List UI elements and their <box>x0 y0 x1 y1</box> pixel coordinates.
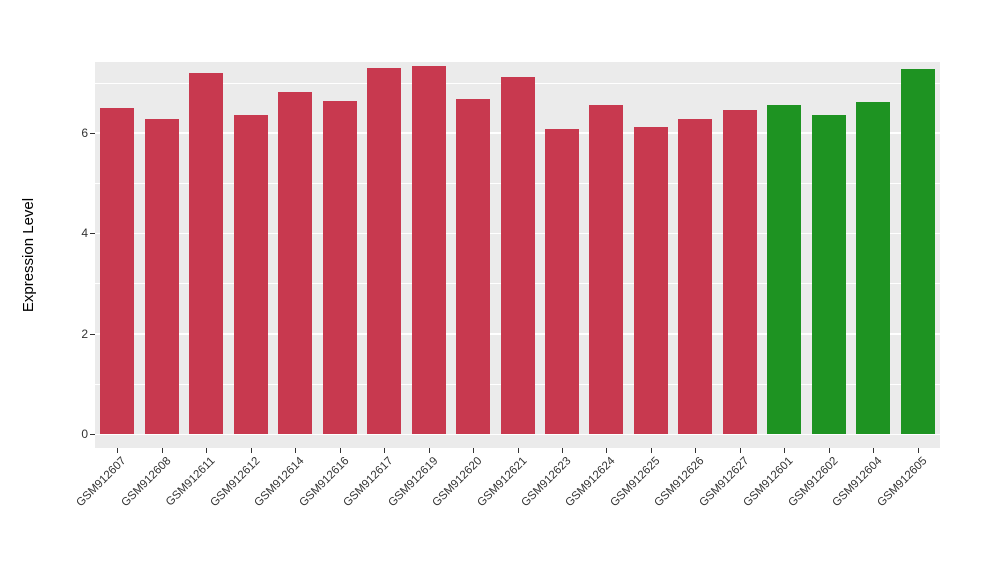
x-tick-label-GSM912619: GSM912619 <box>385 455 441 510</box>
x-tick-label-GSM912616: GSM912616 <box>296 455 352 510</box>
x-tick-mark <box>561 448 563 453</box>
x-tick-label-GSM912626: GSM912626 <box>652 455 707 510</box>
bar-GSM912617 <box>367 67 402 434</box>
gridline-major <box>95 433 940 435</box>
bar-GSM912616 <box>322 101 357 434</box>
x-tick-label-GSM912620: GSM912620 <box>430 455 485 510</box>
bar-GSM912621 <box>500 76 535 434</box>
x-tick-mark <box>917 448 919 453</box>
bar-GSM912620 <box>456 99 491 434</box>
x-tick-mark <box>695 448 697 453</box>
x-tick-mark <box>295 448 297 453</box>
bar-GSM912602 <box>811 115 846 434</box>
x-tick-mark <box>206 448 208 453</box>
x-tick-mark <box>517 448 519 453</box>
x-tick-mark <box>650 448 652 453</box>
x-tick-mark <box>606 448 608 453</box>
bar-GSM912604 <box>856 101 891 434</box>
x-tick-mark <box>250 448 252 453</box>
x-tick-label-GSM912601: GSM912601 <box>741 455 796 510</box>
x-tick-mark <box>739 448 741 453</box>
x-tick-mark <box>873 448 875 453</box>
y-tick-mark <box>90 132 95 134</box>
x-tick-label-GSM912611: GSM912611 <box>164 455 218 509</box>
x-tick-mark <box>117 448 119 453</box>
y-axis-title: Expression Level <box>20 197 37 313</box>
y-tick-label: 0 <box>81 427 88 441</box>
bar-GSM912601 <box>767 105 802 434</box>
x-tick-mark <box>384 448 386 453</box>
x-tick-label-GSM912617: GSM912617 <box>341 455 396 510</box>
bar-GSM912626 <box>678 119 713 434</box>
plot-panel <box>95 62 940 448</box>
x-tick-label-GSM912621: GSM912621 <box>474 455 529 510</box>
x-tick-label-GSM912608: GSM912608 <box>119 455 174 510</box>
bar-GSM912627 <box>722 110 757 434</box>
y-tick-mark <box>90 233 95 235</box>
y-tick-label: 4 <box>81 226 88 241</box>
x-tick-mark <box>339 448 341 453</box>
x-tick-label-GSM912612: GSM912612 <box>207 455 263 510</box>
bar-GSM912608 <box>144 119 179 434</box>
x-tick-mark <box>784 448 786 453</box>
bar-GSM912614 <box>278 91 313 434</box>
bar-GSM912607 <box>100 107 135 434</box>
x-tick-mark <box>428 448 430 453</box>
x-tick-label-GSM912602: GSM912602 <box>786 455 841 510</box>
bar-GSM912611 <box>189 72 224 434</box>
bar-GSM912623 <box>544 129 579 434</box>
bar-GSM912625 <box>633 126 668 434</box>
x-tick-label-GSM912627: GSM912627 <box>697 455 752 510</box>
x-tick-label-GSM912625: GSM912625 <box>608 455 663 510</box>
x-tick-mark <box>161 448 163 453</box>
bar-GSM912605 <box>900 69 935 434</box>
x-tick-mark <box>828 448 830 453</box>
x-tick-label-GSM912605: GSM912605 <box>875 455 930 510</box>
y-tick-label: 2 <box>81 326 88 341</box>
bar-GSM912612 <box>233 115 268 434</box>
x-tick-label-GSM912604: GSM912604 <box>830 455 885 510</box>
y-tick-label: 6 <box>81 125 88 140</box>
x-tick-mark <box>473 448 475 453</box>
y-tick-mark <box>90 333 95 335</box>
x-tick-label-GSM912623: GSM912623 <box>519 455 574 510</box>
x-tick-label-GSM912624: GSM912624 <box>563 455 618 510</box>
bar-GSM912619 <box>411 66 446 434</box>
bar-GSM912624 <box>589 105 624 434</box>
x-tick-label-GSM912614: GSM912614 <box>252 455 307 510</box>
x-tick-label-GSM912607: GSM912607 <box>74 455 129 510</box>
y-tick-mark <box>90 434 95 435</box>
